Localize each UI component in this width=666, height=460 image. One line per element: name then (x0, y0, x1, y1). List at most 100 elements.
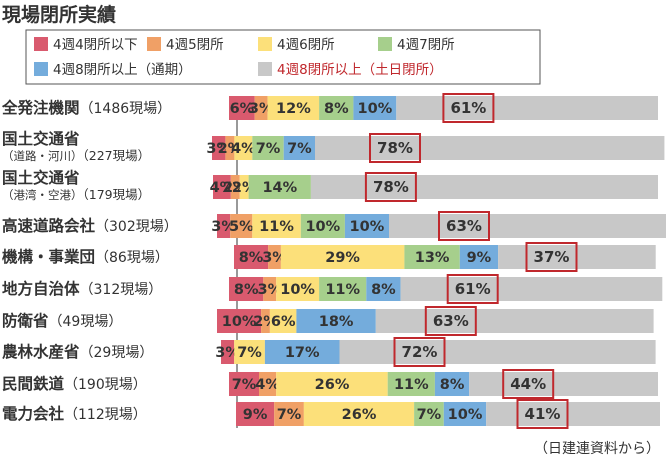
segment-label: 9% (243, 407, 268, 423)
highlight-box (525, 242, 578, 272)
bar-segment (213, 175, 231, 199)
bar-segment (234, 245, 269, 269)
bar-segment (229, 277, 264, 301)
segment-label: 3% (215, 345, 240, 361)
category-sub: （港湾・空港）（179現場） (2, 187, 150, 202)
bar-segment (236, 402, 275, 426)
bar-segment (230, 175, 240, 199)
bar-segment (225, 136, 235, 160)
segment-label: 6% (230, 101, 255, 117)
segment-label: 7% (237, 345, 262, 361)
legend-swatch-5 (34, 62, 48, 76)
segment-label: 10% (305, 219, 340, 235)
bar-segment (389, 214, 666, 238)
bar-segment (221, 340, 235, 364)
bar-segment (264, 340, 340, 364)
segment-label: 6% (271, 314, 296, 330)
bar-segment (212, 136, 226, 160)
segment-label: 4% (231, 141, 256, 157)
bar-segment (469, 372, 658, 396)
weekend-closure-label: 63% (446, 217, 482, 235)
segment-label: 9% (467, 250, 492, 266)
weekend-closure-label: 78% (373, 178, 409, 196)
bar-segment (229, 372, 259, 396)
bar-segment (319, 96, 354, 120)
segment-label: 7% (417, 407, 442, 423)
legend-label-2: 4週5閉所 (166, 37, 224, 53)
segment-label: 13% (415, 250, 450, 266)
segment-label: 8% (371, 282, 396, 298)
source-note: （日建連資料から） (534, 441, 660, 457)
bar-segment (319, 277, 367, 301)
segment-label: 26% (342, 407, 377, 423)
chart-title: 現場閉所実績 (2, 3, 116, 26)
legend-label-1: 4週4閉所以下 (53, 37, 138, 53)
bar-segment (230, 214, 253, 238)
bar-segment (434, 372, 470, 396)
bar-segment (234, 340, 265, 364)
segment-label: 10% (350, 219, 385, 235)
category-sub: （道路・河川）（227現場） (2, 148, 150, 163)
category-name: 全発注機関（1486現場） (1, 98, 171, 117)
bar-segment (269, 309, 297, 333)
segment-label: 10% (448, 407, 483, 423)
segment-label: 8% (440, 377, 465, 393)
segment-label: 10% (222, 314, 257, 330)
legend-label-3: 4週6閉所 (277, 37, 335, 53)
category-name: 機構・事業団（86現場） (2, 247, 169, 266)
segment-label: 8% (234, 282, 259, 298)
bar-segment (366, 277, 401, 301)
segment-label: 8% (324, 101, 349, 117)
weekend-closure-label: 41% (525, 405, 561, 423)
segment-label: 29% (325, 250, 360, 266)
bar-segment (400, 277, 663, 301)
bar-segment (443, 402, 487, 426)
segment-label: 17% (285, 345, 320, 361)
highlight-box (369, 133, 421, 163)
bar-segment (375, 309, 654, 333)
weekend-closure-label: 61% (455, 280, 491, 298)
bar-segment (339, 340, 656, 364)
bar-segment (276, 277, 320, 301)
segment-label: 4% (210, 180, 235, 196)
bar-segment (254, 96, 268, 120)
bar-segment (396, 96, 658, 120)
segment-label: 10% (358, 101, 393, 117)
segment-label: 12% (276, 101, 311, 117)
bar-segment (276, 372, 388, 396)
bar-segment (404, 245, 460, 269)
legend-swatch-6 (258, 62, 272, 76)
legend: 4週4閉所以下 4週5閉所 4週6閉所 4週7閉所 4週8閉所以上（通期） 4週8閉所以上… (25, 29, 541, 85)
legend-swatch-2 (147, 37, 161, 51)
bar-segment (267, 96, 320, 120)
legend-label-5: 4週8閉所以上（通期） (53, 62, 192, 78)
category-name: 農林水産省（29現場） (2, 342, 153, 361)
bar-segment (263, 277, 277, 301)
highlight-box (446, 274, 499, 304)
category-name: 国土交通省 (2, 129, 80, 148)
bar-segment (217, 309, 262, 333)
weekend-closure-label: 37% (534, 248, 570, 266)
highlight-box (442, 93, 495, 123)
bar-segment (248, 175, 311, 199)
bar-segment (459, 245, 499, 269)
legend-swatch-3 (258, 37, 272, 51)
legend-label-4: 4週7閉所 (397, 37, 455, 53)
bar-segment (344, 214, 389, 238)
segment-label: 11% (259, 219, 294, 235)
segment-label: 3% (206, 141, 231, 157)
bar-segment (387, 372, 435, 396)
bar-segment (280, 245, 405, 269)
bar-segment (268, 245, 281, 269)
weekend-closure-label: 61% (450, 99, 486, 117)
category-name: 防衛省（49現場） (2, 311, 122, 330)
category-name: 地方自治体（312現場） (2, 279, 162, 298)
bar-segment (252, 136, 284, 160)
highlight-box (502, 369, 555, 399)
category-name: 民間鉄道（190現場） (2, 374, 147, 393)
legend-swatch-4 (378, 37, 392, 51)
bar-segment (353, 96, 397, 120)
segment-label: 26% (315, 377, 350, 393)
bar-segment (234, 136, 253, 160)
